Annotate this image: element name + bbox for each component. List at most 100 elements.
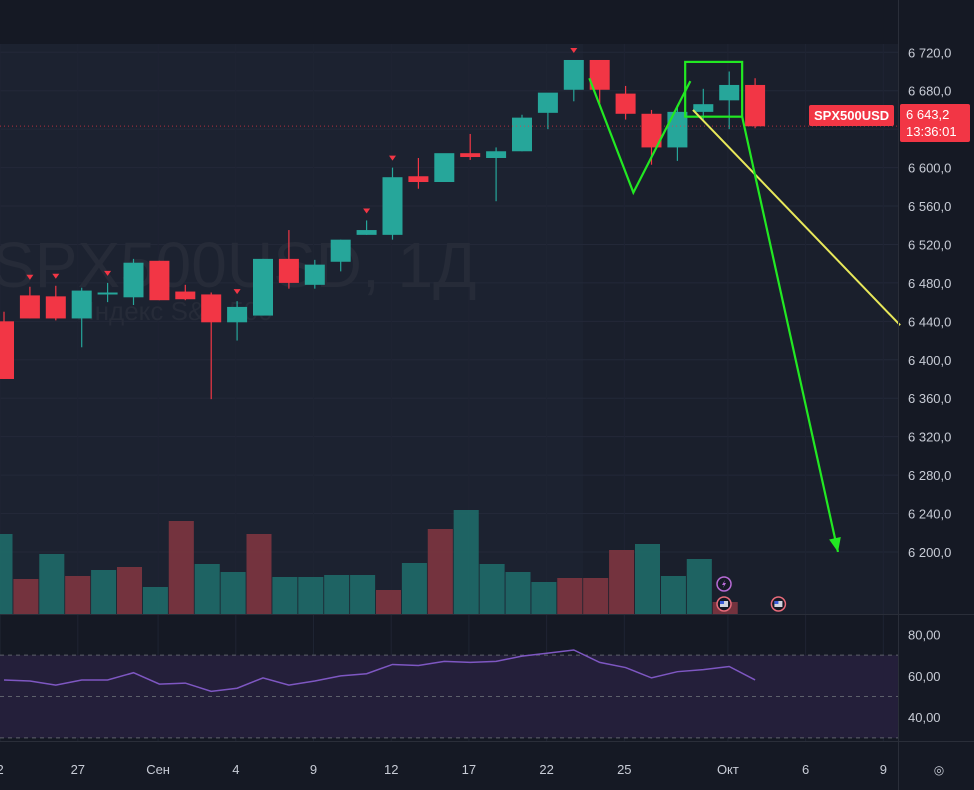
candle-body xyxy=(434,153,455,183)
candle-body xyxy=(537,92,558,113)
rsi-tick-label: 40,00 xyxy=(908,710,941,725)
candle-body xyxy=(71,290,92,319)
price-tick-label: 6 320,0 xyxy=(908,430,951,445)
candle-body xyxy=(745,84,766,127)
volume-bar-fill xyxy=(220,572,246,614)
volume-bar-fill xyxy=(91,570,117,614)
green-arrow-line xyxy=(741,116,840,553)
green-box xyxy=(684,60,744,118)
price-tick-label: 6 560,0 xyxy=(908,199,951,214)
rsi-tick-label: 60,00 xyxy=(908,669,941,684)
last-price: 6 643,2 xyxy=(906,107,950,122)
candle-body xyxy=(149,260,170,301)
time-tick-label: 12 xyxy=(384,762,398,777)
symbol-tag: SPX500USD xyxy=(809,105,895,126)
volume-bar-fill xyxy=(350,575,376,614)
volume-bar-fill xyxy=(557,578,583,614)
flag-canton xyxy=(774,601,779,604)
candle-body xyxy=(123,262,144,298)
candle-body xyxy=(563,59,584,90)
price-tick-label: 6 720,0 xyxy=(908,45,951,60)
volume-bar-fill xyxy=(194,564,220,614)
time-tick-label: Сен xyxy=(146,762,170,777)
volume-bars xyxy=(0,510,738,614)
volume-bar-fill xyxy=(427,529,453,614)
volume-bar-fill xyxy=(453,510,479,614)
settings-icon[interactable]: ◎ xyxy=(933,763,945,777)
candle-body xyxy=(512,117,532,152)
volume-bar-fill xyxy=(246,534,272,614)
candle-body xyxy=(19,295,40,319)
candle-body xyxy=(693,104,714,112)
volume-bar-fill xyxy=(142,587,168,614)
lightning-glyph xyxy=(722,580,727,588)
volume-bar-fill xyxy=(531,582,557,614)
price-tick-label: 6 240,0 xyxy=(908,507,951,522)
signal-marker xyxy=(52,273,60,279)
candle-body xyxy=(486,151,507,158)
signal-marker xyxy=(233,289,241,295)
price-tick-label: 6 440,0 xyxy=(908,314,951,329)
price-tick-label: 6 600,0 xyxy=(908,161,951,176)
trend-drawings xyxy=(0,60,901,612)
candle-body xyxy=(382,177,403,235)
green-pattern-line xyxy=(588,77,692,196)
price-tick-label: 6 680,0 xyxy=(908,84,951,99)
candle-body xyxy=(253,258,273,316)
time-tick-label: 2 xyxy=(0,762,4,777)
volume-bar-fill xyxy=(272,577,298,614)
volume-bar-fill xyxy=(168,521,194,614)
candle-body xyxy=(408,176,429,183)
yellow-trend-line xyxy=(692,109,901,326)
candle-body xyxy=(201,294,222,323)
signal-marker xyxy=(26,274,34,280)
time-tick-label: 17 xyxy=(462,762,476,777)
time-tick-label: 27 xyxy=(71,762,85,777)
volume-bar-fill xyxy=(65,576,91,614)
volume-bar-fill xyxy=(117,567,142,614)
candle-body xyxy=(719,84,740,101)
candle-body xyxy=(356,230,377,235)
candle-body xyxy=(304,264,325,285)
volume-bar-fill xyxy=(13,579,39,614)
price-tick-label: 6 480,0 xyxy=(908,276,951,291)
volume-bar-fill xyxy=(401,563,427,614)
volume-bar-fill xyxy=(39,554,65,614)
volume-bar-fill xyxy=(479,564,505,614)
time-tick-label: 9 xyxy=(310,762,317,777)
candle-body xyxy=(641,113,662,148)
signal-marker xyxy=(363,208,371,214)
volume-bar-fill xyxy=(376,590,401,614)
candle-body xyxy=(615,93,636,114)
signal-marker xyxy=(570,47,578,53)
volume-bar-fill xyxy=(298,577,324,614)
rsi-pane: 80,00 60,00 40,00 xyxy=(0,614,974,739)
price-tick-label: 6 280,0 xyxy=(908,468,951,483)
time-tick-label: Окт xyxy=(717,762,739,777)
price-tick-label: 6 520,0 xyxy=(908,237,951,252)
volume-bar-fill xyxy=(686,559,712,614)
signal-marker xyxy=(389,155,396,161)
flag-canton xyxy=(720,601,725,604)
candles xyxy=(0,59,766,400)
signal-markers xyxy=(26,47,578,295)
candle-body xyxy=(330,239,351,262)
price-tick-label: 6 400,0 xyxy=(908,353,951,368)
candle-body xyxy=(460,153,481,158)
candle-body xyxy=(175,291,196,300)
signal-marker xyxy=(104,270,112,276)
candle-body xyxy=(278,258,299,283)
volume-bar-fill xyxy=(609,550,635,614)
time-tick-label: 22 xyxy=(539,762,553,777)
time-tick-label: 9 xyxy=(880,762,887,777)
volume-bar-fill xyxy=(505,572,531,614)
candle-body xyxy=(227,306,248,323)
rsi-line xyxy=(3,649,756,693)
rsi-tick-label: 80,00 xyxy=(908,627,941,642)
green-arrow-head xyxy=(829,536,841,552)
time-tick-label: 4 xyxy=(232,762,239,777)
countdown: 13:36:01 xyxy=(906,124,957,139)
price-tick-label: 6 360,0 xyxy=(908,391,951,406)
